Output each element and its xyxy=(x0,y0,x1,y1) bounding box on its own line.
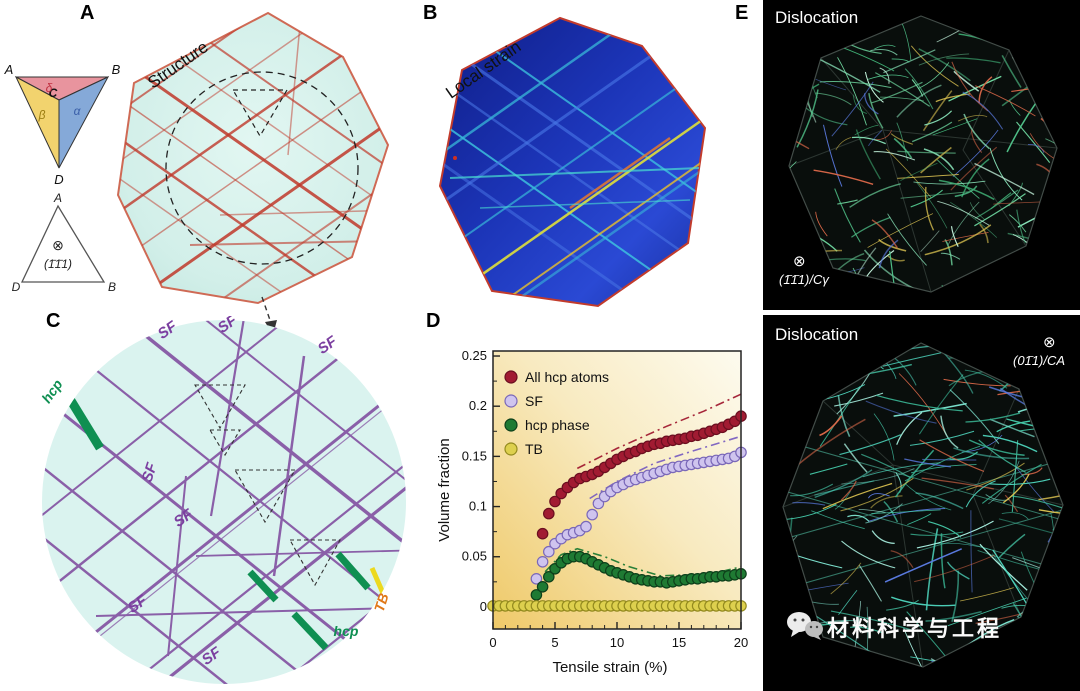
panel-letter-d: D xyxy=(426,310,441,332)
legend-label: All hcp atoms xyxy=(525,369,609,385)
data-point-series-2 xyxy=(530,589,543,601)
trend-line xyxy=(576,393,742,470)
data-point-series-0 xyxy=(543,507,555,520)
dislocation-title-bottom: Dislocation xyxy=(775,325,859,344)
panel-letter-c: C xyxy=(46,310,61,332)
dashed-triangle xyxy=(231,89,289,138)
thompson-tetrahedron: A B C D δ β α xyxy=(4,62,121,187)
y-tick-label: 0.1 xyxy=(469,499,487,514)
dislocation-panel-bottom: Dislocation ⊗ (01̄1)/CA 材料科学与工程 xyxy=(763,315,1080,691)
hcp-label: hcp xyxy=(38,376,66,406)
zone-axis-icon-bottom: ⊗ xyxy=(1043,334,1056,351)
data-point-series-1 xyxy=(543,545,555,558)
y-tick-label: 0.2 xyxy=(469,398,487,413)
data-point-series-1 xyxy=(530,573,543,585)
tetra-vertex-d: D xyxy=(54,172,63,187)
tb-label: TB xyxy=(371,591,392,614)
tetrahedron-faces xyxy=(14,75,110,169)
zoom-view: SF SF SF SF SF SF SF hcp hcp TB xyxy=(38,316,406,684)
sf-label: SF xyxy=(139,460,161,484)
tetra-face-delta: δ xyxy=(46,81,53,95)
dashed-triangles xyxy=(194,384,341,587)
tetra-vertex-a: A xyxy=(4,62,14,77)
zone-axis-annotation-top: (1̄1̄1)/Cγ xyxy=(779,272,829,287)
dislocation-render-top xyxy=(788,15,1058,293)
dislocation-panel-top: Dislocation ⊗ (1̄1̄1)/Cγ xyxy=(763,0,1080,310)
wechat-icon xyxy=(787,612,823,640)
x-tick-label: 20 xyxy=(734,635,748,650)
proj-vertex-d: D xyxy=(12,280,21,294)
proj-plane-label: (1̄1̄1) xyxy=(44,257,72,271)
x-tick-label: 5 xyxy=(551,635,558,650)
projection-outline xyxy=(20,204,106,283)
data-point-series-2 xyxy=(543,571,555,583)
zoom-background xyxy=(42,320,406,684)
x-tick-label: 15 xyxy=(672,635,686,650)
tetra-face-alpha: α xyxy=(74,104,82,118)
legend-label: hcp phase xyxy=(525,417,590,433)
y-tick-label: 0.25 xyxy=(462,348,487,363)
proj-vertex-a: A xyxy=(53,192,62,205)
dislocation-render-bottom xyxy=(782,342,1064,668)
legend-label: SF xyxy=(525,393,543,409)
hcp-label: hcp xyxy=(334,623,359,639)
crystal-surface xyxy=(116,11,390,305)
data-point-series-0 xyxy=(549,495,561,508)
plot-frame xyxy=(492,350,742,630)
data-point-series-1 xyxy=(580,520,592,533)
volume-fraction-chart: 0 5 10 15 20 0 0.05 0.1 0.15 0.2 0.25 All hcp atoms… xyxy=(462,348,749,650)
y-axis-label: Volume fraction xyxy=(436,438,453,542)
y-tick-label: 0.05 xyxy=(462,549,487,564)
legend-marker xyxy=(504,394,518,408)
legend-marker xyxy=(504,418,518,432)
tetra-vertex-c: C xyxy=(49,86,58,100)
y-tick-label: 0.15 xyxy=(462,448,487,463)
local-strain-render xyxy=(438,16,707,308)
y-tick-label: 0 xyxy=(480,599,487,614)
legend-marker xyxy=(504,442,518,456)
data-point-series-1 xyxy=(536,556,549,568)
data-point-series-1 xyxy=(586,508,598,521)
panel-letter-a: A xyxy=(80,2,95,24)
proj-vertex-b: B xyxy=(108,280,116,294)
dislocation-title-top: Dislocation xyxy=(775,8,859,27)
x-tick-label: 10 xyxy=(610,635,624,650)
zoom-region-circle xyxy=(165,71,359,265)
tetra-vertex-b: B xyxy=(112,62,121,77)
x-tick-label: 0 xyxy=(489,635,496,650)
zone-axis-annotation-bottom: (01̄1)/CA xyxy=(1013,353,1066,368)
zone-axis-icon-top: ⊗ xyxy=(793,253,806,270)
zone-axis-icon: ⊗ xyxy=(52,237,64,253)
data-point-series-0 xyxy=(536,527,549,540)
tetra-face-beta: β xyxy=(38,108,46,122)
panel-letter-b: B xyxy=(423,2,438,24)
x-axis-label: Tensile strain (%) xyxy=(552,659,668,676)
data-point-series-2 xyxy=(536,581,549,593)
panel-letter-e: E xyxy=(735,2,749,24)
legend-label: TB xyxy=(525,441,543,457)
legend-marker xyxy=(504,370,518,384)
structure-render xyxy=(116,11,390,305)
projection-triangle: A D B ⊗ (1̄1̄1) xyxy=(12,192,116,294)
watermark: 材料科学与工程 xyxy=(827,616,1003,641)
